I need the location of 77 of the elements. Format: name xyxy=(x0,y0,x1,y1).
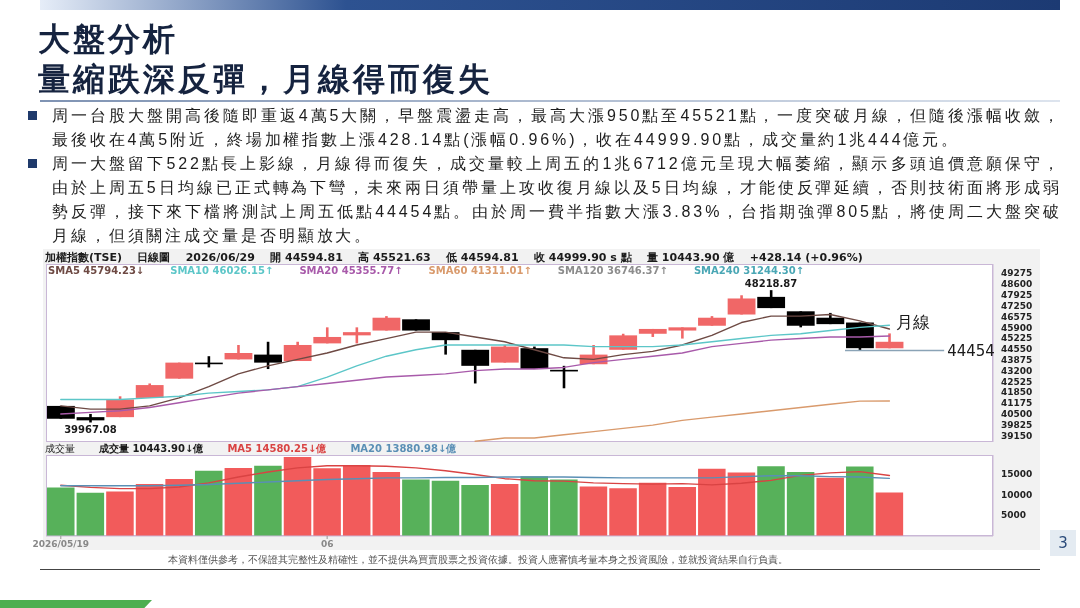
x-tick-label: 2026/05/19 xyxy=(32,539,90,550)
text: 本資料僅供參考，不保證其完整性及精確性，並不提供為買賣股票之投資依據。投資人應審慎考量本身之投資風險，並就投資結果自行負責。 xyxy=(168,554,788,566)
legend-label: SMA240 31244.30↑ xyxy=(693,265,805,276)
bar xyxy=(342,464,371,536)
bar xyxy=(224,467,253,536)
y-tick-label: 47925 xyxy=(1001,290,1033,301)
annotation: 39967.08 xyxy=(64,423,117,435)
y-tick-label: 49275 xyxy=(1001,268,1033,279)
y-tick-label: 45900 xyxy=(1001,322,1033,333)
bar xyxy=(846,466,874,536)
bar xyxy=(875,492,904,536)
y-tick-label: 39825 xyxy=(1001,419,1033,430)
bar xyxy=(490,484,519,536)
y-tick-label: 10000 xyxy=(1001,489,1033,500)
line-series xyxy=(60,324,891,401)
y-tick-label: 41175 xyxy=(1001,398,1033,409)
y-tick-label: 48600 xyxy=(1001,279,1033,290)
chart-title: 大盤分析 xyxy=(38,20,178,58)
bar xyxy=(668,486,696,536)
bar xyxy=(76,492,105,536)
y-tick-label: 15000 xyxy=(1001,468,1033,479)
y-tick-label: 43875 xyxy=(1001,355,1033,366)
series-label: MA5 14580.25↓億 xyxy=(227,443,327,455)
text: MA20 13880.98↓億 xyxy=(350,443,457,455)
text: SMA10 46026.15↑ xyxy=(170,265,274,276)
bar xyxy=(313,468,341,536)
bar xyxy=(638,482,667,536)
bar xyxy=(727,472,756,536)
bar xyxy=(431,480,460,536)
bar xyxy=(135,484,164,536)
bar xyxy=(47,487,75,536)
chart-subtitle: 量縮跌深反彈，月線得而復失 xyxy=(38,60,493,98)
bar xyxy=(579,486,608,536)
annotation: 48218.87 xyxy=(744,278,798,290)
candlestick xyxy=(254,340,282,371)
line-series xyxy=(60,313,891,410)
legend-label: SMA120 36746.37↑ xyxy=(557,265,668,276)
line-series xyxy=(474,400,891,442)
chart-title: 成交量 xyxy=(45,443,75,455)
text: 周一大盤留下522點長上影線，月線得而復失，成交量較上周五的1兆6712億元呈現大幅萎縮，顯示多頭追價意願保守，由於上周五5日均線已正式轉為下彎，未來兩日須帶量上攻收復月線以及5日均線，才能使反彈延續，否則技術面將形成弱勢反彈，接下來下檔將測試上周五低點44454點。由於周一費半指數大漲3.83%，台指期強彈805點，將使周二大盤突破月線，但須關注成交量是否明顯放大。 xyxy=(52,154,1062,246)
bar xyxy=(402,479,430,536)
y-tick-label: 45225 xyxy=(1001,333,1033,344)
text: SMA60 41311.01↑ xyxy=(428,265,532,276)
text: SMA5 45794.23↓ xyxy=(48,265,145,276)
ref-line-label: 44454 xyxy=(947,341,995,360)
y-tick-label: 47250 xyxy=(1001,300,1033,311)
y-tick-label: 41850 xyxy=(1001,387,1033,398)
line-series xyxy=(60,475,891,487)
bar xyxy=(816,477,844,536)
bar xyxy=(520,476,549,536)
text: 成交量 10443.90↓億 xyxy=(99,443,204,455)
bar xyxy=(609,488,637,536)
y-tick-label: 5000 xyxy=(1001,510,1027,521)
bar xyxy=(698,468,726,536)
bar xyxy=(550,479,578,536)
bar xyxy=(106,491,134,536)
y-tick-label: 43200 xyxy=(1001,365,1033,376)
text: SMA20 45355.77↑ xyxy=(299,265,403,276)
bar xyxy=(165,479,193,536)
bar xyxy=(372,472,401,536)
bar xyxy=(786,472,815,536)
bar xyxy=(757,466,785,536)
y-tick-label: 46575 xyxy=(1001,311,1033,322)
bar xyxy=(461,484,489,536)
bar xyxy=(194,470,223,536)
y-tick-label: 42525 xyxy=(1001,376,1033,387)
bar xyxy=(254,465,282,536)
annotation: 月線 xyxy=(896,312,930,332)
x-tick-label: 06 xyxy=(320,539,334,550)
bar xyxy=(283,457,312,536)
y-tick-label: 40500 xyxy=(1001,409,1033,420)
line-series xyxy=(60,335,891,415)
text: 周一台股大盤開高後隨即重返4萬5大關，早盤震盪走高，最高大漲950點至45521點，一度突破月線，但隨後漲幅收斂，最後收在4萬5附近，終場加權指數上漲428.14點(漲幅0.96%)，收在44999.90點，成交量約1兆444億元。 xyxy=(52,106,1062,150)
text: 3 xyxy=(1057,534,1069,552)
y-tick-label: 44550 xyxy=(1001,344,1033,355)
annotation: 加權指數(TSE) 日線圖 2026/06/29 開 44594.81 高 45521.63 低 44594.81 收 44999.90 s 點 量 10443.90 億 +428.14 (+0.96%) xyxy=(45,251,863,264)
y-tick-label: 39150 xyxy=(1001,430,1033,441)
